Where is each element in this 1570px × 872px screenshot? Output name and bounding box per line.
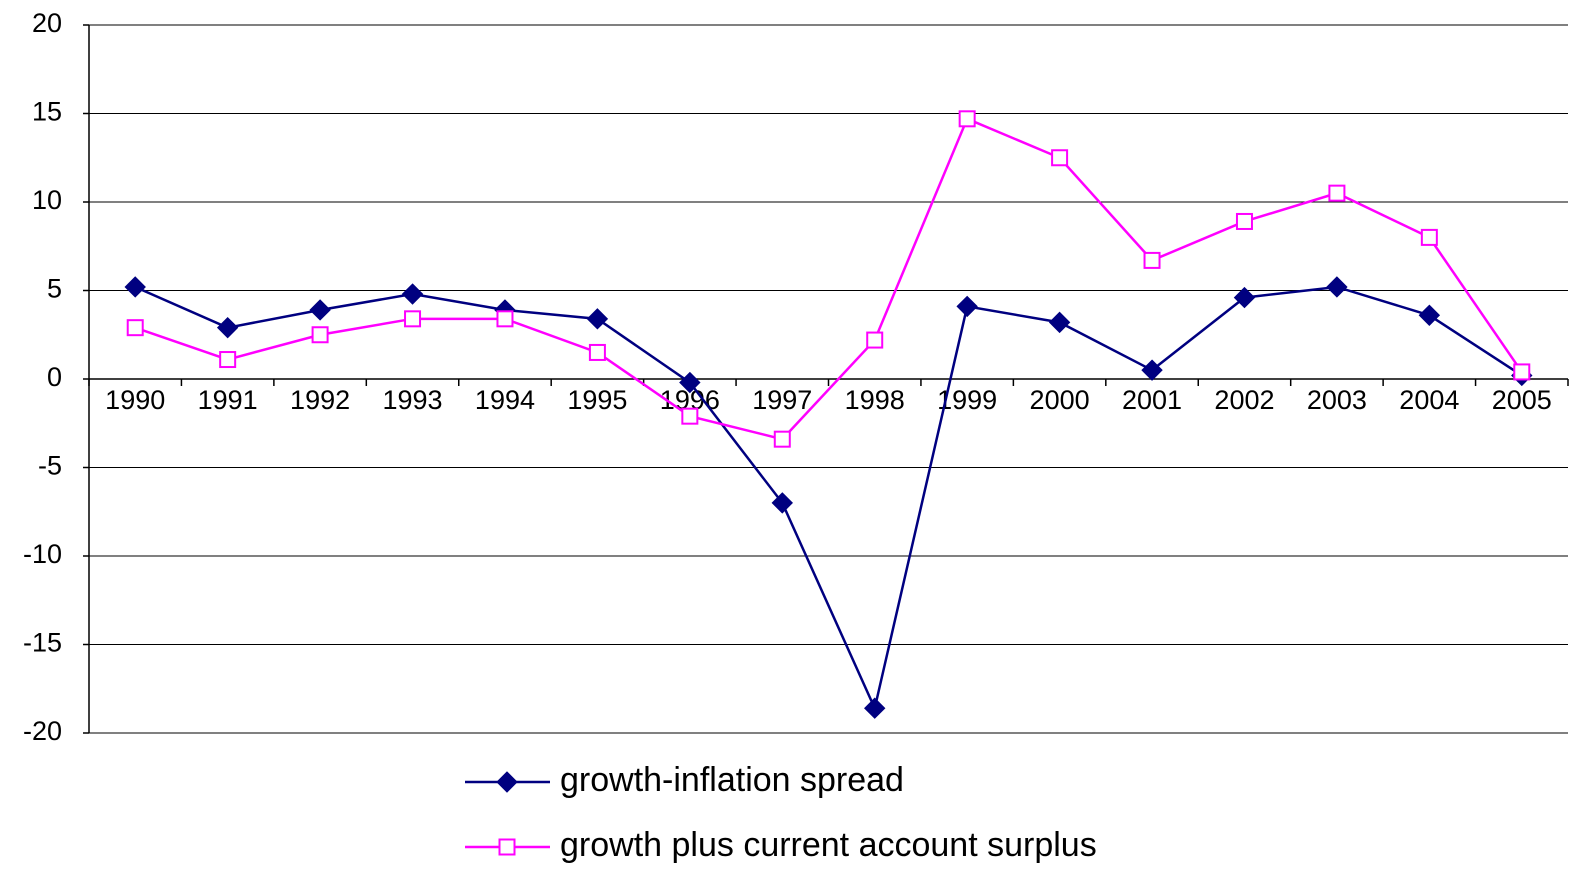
x-tick-label: 1998 [845, 385, 905, 415]
x-tick-label: 1991 [198, 385, 258, 415]
x-tick-label: 1990 [105, 385, 165, 415]
x-tick-label: 1995 [567, 385, 627, 415]
x-tick-label: 1994 [475, 385, 535, 415]
point [771, 492, 793, 514]
point [309, 299, 331, 321]
point [1420, 228, 1438, 246]
series-line [134, 117, 1523, 441]
x-tick-label: 2004 [1399, 385, 1459, 415]
point [1048, 311, 1071, 334]
x-tick-label: 1992 [290, 385, 350, 415]
y-tick-label: 5 [47, 274, 62, 304]
point [1233, 286, 1256, 309]
x-tick-label: 2003 [1307, 385, 1367, 415]
x-tick-label: 2005 [1492, 385, 1552, 415]
y-tick-label: 20 [32, 8, 62, 38]
y-tick-label: 15 [32, 97, 62, 127]
y-tick-label: -20 [23, 716, 62, 746]
point [1143, 251, 1161, 269]
point [586, 308, 609, 330]
point [126, 319, 144, 337]
point [958, 110, 976, 128]
point [219, 351, 237, 369]
point [401, 283, 424, 305]
point [1328, 184, 1346, 202]
y-tick-label: 10 [32, 185, 62, 215]
legend-marker [496, 771, 518, 793]
x-tick-label: 1993 [382, 385, 442, 415]
point [1326, 276, 1348, 298]
y-tick-label: -10 [23, 539, 62, 569]
y-tick-label: 0 [47, 362, 62, 392]
x-tick-label: 2000 [1030, 385, 1090, 415]
point [404, 310, 422, 328]
legend-label: growth plus current account surplus [560, 826, 1097, 864]
point [588, 343, 606, 361]
y-tick-label: -15 [23, 628, 62, 658]
point [1418, 304, 1441, 326]
point [216, 316, 239, 339]
point [866, 331, 884, 349]
x-tick-label: 2002 [1214, 385, 1274, 415]
point [1141, 359, 1163, 381]
point [679, 371, 701, 394]
series-line [134, 285, 1523, 713]
x-tick-label: 2001 [1122, 385, 1182, 415]
y-tick-label: -5 [38, 451, 62, 481]
point [1051, 149, 1069, 167]
legend-marker [498, 838, 516, 856]
point [1235, 212, 1253, 230]
x-tick-label: 1997 [752, 385, 812, 415]
point [311, 326, 329, 344]
point [496, 310, 514, 328]
point [864, 697, 886, 719]
point [124, 276, 146, 298]
point [773, 430, 791, 448]
legend-label: growth-inflation spread [560, 761, 904, 799]
point [681, 407, 699, 425]
point [1513, 363, 1531, 381]
point [956, 295, 978, 318]
